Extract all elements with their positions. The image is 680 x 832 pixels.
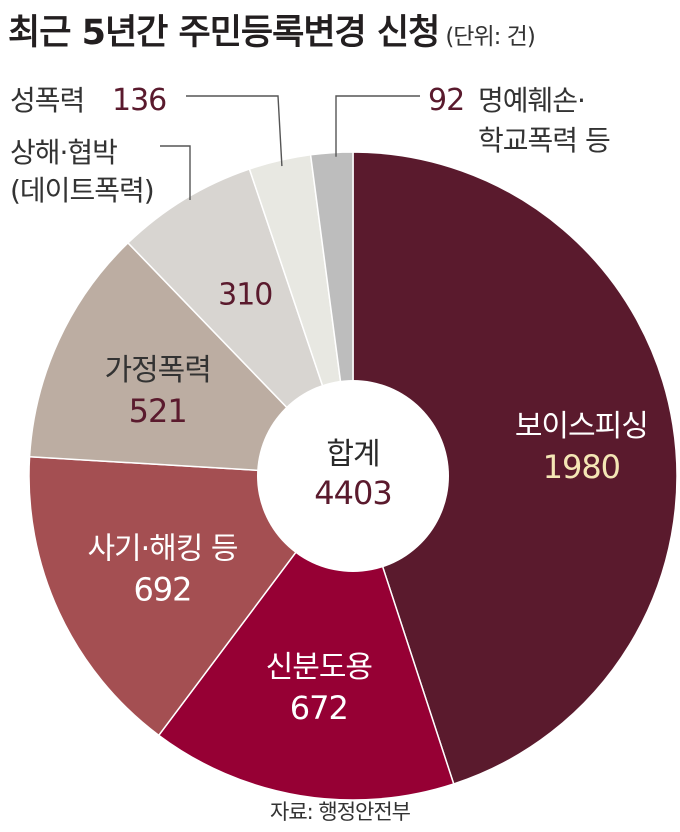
center-total: 4403	[314, 474, 391, 512]
center-hole	[257, 380, 449, 572]
slice-label: 보이스피싱	[515, 409, 648, 444]
leader-line	[186, 95, 283, 167]
unit-label: (단위: 건)	[445, 24, 535, 50]
center-label: 합계	[326, 437, 379, 472]
slice-label: 사기·해킹 등	[87, 531, 237, 566]
slice-value: 672	[290, 689, 348, 727]
slice-label: 명예훼손·	[478, 84, 585, 117]
slice-label: 신분도용	[266, 650, 372, 685]
slice-label: 가정폭력	[104, 353, 210, 388]
slice-value: 692	[133, 570, 191, 608]
title-row: 최근 5년간 주민등록변경 신청 (단위: 건)	[8, 4, 536, 55]
source-note: 자료: 행정안전부	[270, 800, 411, 824]
leader-line	[335, 95, 420, 157]
pie-slice	[157, 474, 455, 800]
slice-value: 136	[112, 83, 166, 118]
slice-value: 310	[218, 277, 272, 312]
slice-label: (데이트폭력)	[10, 174, 154, 207]
slice-value: 521	[129, 392, 187, 430]
chart-title: 최근 5년간 주민등록변경 신청	[8, 13, 440, 53]
slice-label: 상해·협박	[10, 136, 117, 169]
slice-label: 성폭력	[10, 84, 84, 117]
slice-value: 1980	[543, 448, 620, 486]
leader-line	[160, 145, 191, 200]
pie-slice	[352, 151, 678, 785]
slice-label: 학교폭력 등	[478, 124, 610, 157]
pie-slice	[28, 241, 355, 477]
slice-value: 92	[428, 83, 464, 118]
